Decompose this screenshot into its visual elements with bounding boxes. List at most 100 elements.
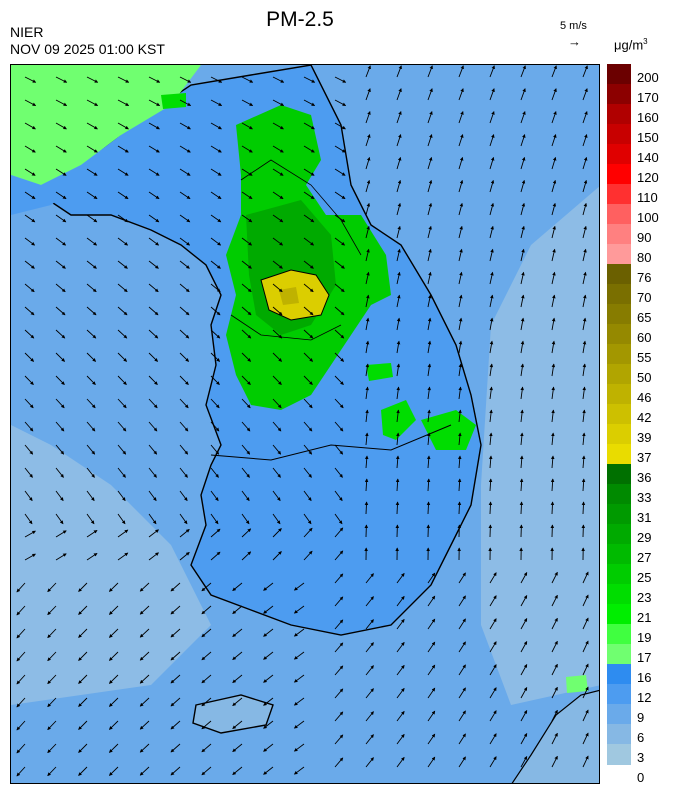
wind-arrow-icon — [489, 111, 495, 124]
wind-arrow-icon — [201, 697, 212, 707]
wind-arrow-icon — [396, 432, 400, 446]
northwest-green-area — [11, 65, 201, 185]
wind-arrow-icon — [303, 513, 312, 525]
legend-swatch — [607, 244, 631, 265]
wind-arrow-icon — [334, 596, 344, 607]
wind-arrow-icon — [458, 733, 466, 745]
wind-arrow-icon — [24, 237, 36, 246]
pm25-map[interactable] — [10, 64, 600, 784]
wind-arrow-icon — [334, 375, 344, 386]
wind-arrow-icon — [334, 757, 344, 768]
wind-arrow-icon — [148, 552, 159, 561]
wind-arrow-icon — [458, 65, 464, 78]
wind-arrow-icon — [272, 214, 284, 223]
wind-arrow-icon — [551, 686, 558, 699]
wind-arrow-icon — [232, 743, 243, 752]
wind-arrow-icon — [241, 398, 251, 409]
wind-arrow-icon — [117, 529, 129, 538]
wind-arrow-icon — [520, 111, 526, 124]
wind-arrow-icon — [272, 513, 281, 525]
wind-arrow-icon — [582, 317, 587, 331]
wind-arrow-icon — [458, 710, 466, 722]
wind-arrow-icon — [241, 191, 253, 200]
map-canvas — [11, 65, 599, 783]
legend-tick-label: 46 — [637, 390, 652, 405]
wind-arrow-icon — [210, 398, 220, 409]
wind-arrow-icon — [303, 191, 315, 200]
wind-arrow-icon — [458, 156, 464, 170]
wind-arrow-icon — [551, 88, 557, 101]
wind-arrow-icon — [232, 697, 243, 706]
wind-arrow-icon — [550, 501, 555, 515]
wind-arrow-icon — [458, 248, 463, 262]
wind-arrow-icon — [139, 766, 150, 776]
wind-arrow-icon — [581, 501, 586, 515]
wind-arrow-icon — [520, 732, 528, 745]
wind-arrow-icon — [489, 756, 497, 768]
wind-arrow-icon — [520, 386, 524, 400]
wind-arrow-icon — [117, 421, 127, 432]
wind-arrow-icon — [179, 352, 190, 362]
wind-arrow-icon — [303, 168, 315, 176]
wind-arrow-icon — [86, 260, 97, 269]
legend-tick-label: 55 — [637, 350, 652, 365]
wind-arrow-icon — [24, 513, 33, 525]
wind-arrow-icon — [581, 455, 586, 469]
map-title: PM-2.5 — [266, 8, 334, 31]
wind-arrow-icon — [179, 260, 190, 269]
color-legend — [607, 64, 631, 765]
wind-arrow-icon — [303, 122, 315, 130]
wind-arrow-icon — [365, 225, 370, 239]
wind-arrow-icon — [55, 306, 66, 316]
wind-arrow-icon — [334, 352, 345, 362]
wind-arrow-icon — [117, 490, 126, 502]
wind-arrow-icon — [582, 340, 587, 354]
legend-tick-label: 60 — [637, 330, 652, 345]
wind-arrow-icon — [551, 248, 556, 262]
wind-arrow-icon — [303, 421, 313, 432]
wind-arrow-icon — [86, 122, 98, 130]
wind-arrow-icon — [458, 595, 466, 607]
wind-arrow-icon — [148, 352, 159, 362]
wind-arrow-icon — [396, 363, 401, 377]
wind-arrow-icon — [458, 687, 466, 699]
wind-arrow-icon — [520, 663, 528, 676]
wind-arrow-icon — [396, 386, 400, 400]
wind-arrow-icon — [365, 179, 371, 193]
wind-arrow-icon — [47, 582, 57, 593]
wind-arrow-icon — [303, 145, 315, 153]
legend-tick-label: 6 — [637, 730, 645, 745]
legend-swatch — [607, 124, 631, 145]
wind-arrow-icon — [582, 640, 589, 653]
wind-arrow-icon — [303, 76, 316, 83]
wind-arrow-icon — [78, 720, 88, 730]
wind-arrow-icon — [210, 490, 219, 502]
wind-arrow-icon — [520, 202, 526, 216]
wind-arrow-icon — [86, 513, 95, 525]
wind-arrow-icon — [272, 375, 282, 386]
wind-arrow-icon — [489, 733, 497, 745]
wind-arrow-icon — [117, 444, 127, 455]
legend-tick-label: 90 — [637, 230, 652, 245]
legend-swatch — [607, 544, 631, 565]
wind-arrow-icon — [396, 340, 401, 354]
wind-arrow-icon — [170, 743, 181, 753]
legend-tick-label: 3 — [637, 750, 645, 765]
wind-arrow-icon — [396, 65, 402, 78]
green-patch-east-2 — [421, 410, 476, 450]
wind-arrow-icon — [179, 191, 191, 200]
wind-arrow-icon — [139, 651, 150, 661]
wind-arrow-icon — [520, 709, 528, 722]
wind-arrow-icon — [489, 687, 497, 699]
wind-arrow-icon — [334, 527, 344, 538]
wind-arrow-icon — [489, 65, 495, 78]
legend-swatch — [607, 264, 631, 285]
wind-arrow-icon — [458, 294, 463, 308]
dark-yellow-core — [279, 287, 299, 305]
wind-arrow-icon — [396, 271, 401, 285]
wind-arrow-icon — [148, 191, 160, 200]
wind-arrow-icon — [582, 363, 587, 377]
legend-tick-label: 70 — [637, 290, 652, 305]
legend-swatch — [607, 164, 631, 185]
wind-arrow-icon — [24, 99, 37, 106]
